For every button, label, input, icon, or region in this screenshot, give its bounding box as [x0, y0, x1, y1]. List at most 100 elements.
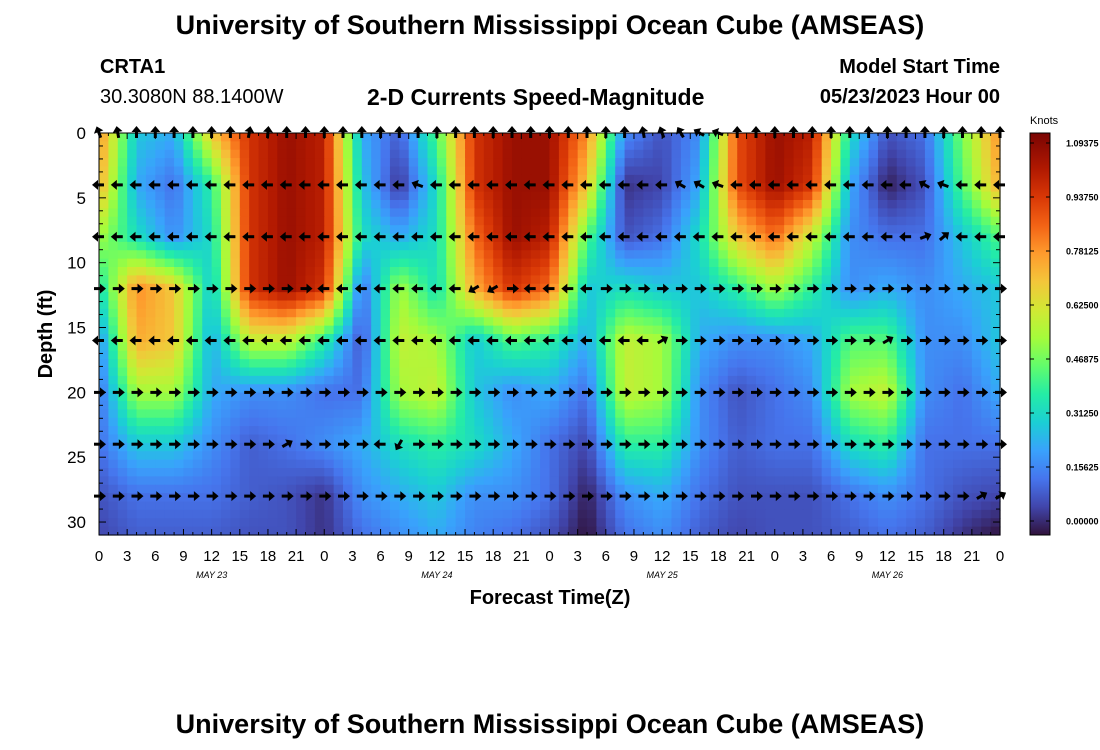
- heatmap-cell: [718, 459, 729, 469]
- heatmap-cell: [521, 468, 532, 477]
- heatmap-cell: [108, 141, 119, 151]
- heatmap-cell: [267, 451, 278, 461]
- current-vector: [919, 335, 932, 346]
- heatmap-cell: [389, 367, 400, 377]
- heatmap-cell: [718, 434, 729, 444]
- heatmap-cell: [408, 267, 419, 276]
- heatmap-cell: [117, 442, 128, 452]
- heatmap-cell: [427, 392, 438, 402]
- heatmap-cell: [877, 174, 888, 184]
- current-vector: [150, 439, 163, 450]
- heatmap-cell: [371, 325, 382, 335]
- heatmap-cell: [981, 401, 992, 410]
- heatmap-cell: [511, 417, 522, 427]
- heatmap-cell: [643, 292, 654, 302]
- heatmap-cell: [277, 476, 288, 486]
- heatmap-cell: [343, 174, 354, 184]
- station-coordinates: 30.3080N 88.1400W: [100, 86, 284, 108]
- heatmap-cell: [859, 459, 870, 469]
- heatmap-cell: [361, 292, 372, 302]
- heatmap-cell: [511, 174, 522, 184]
- heatmap-cell: [399, 141, 410, 151]
- heatmap-cell: [812, 158, 823, 168]
- heatmap-cell: [990, 267, 1001, 276]
- heatmap-cell: [361, 325, 372, 335]
- heatmap-cell: [943, 526, 954, 536]
- heatmap-cell: [718, 401, 729, 410]
- heatmap-cell: [446, 342, 457, 352]
- heatmap-cell: [493, 442, 504, 452]
- heatmap-cell: [652, 258, 663, 268]
- heatmap-cell: [690, 334, 701, 343]
- heatmap-cell: [558, 141, 569, 151]
- heatmap-cell: [568, 200, 579, 209]
- current-vector: [788, 439, 801, 450]
- heatmap-cell: [774, 334, 785, 343]
- heatmap-cell: [221, 308, 231, 318]
- heatmap-cell: [746, 166, 757, 176]
- heatmap-cell: [305, 476, 316, 486]
- heatmap-cell: [849, 225, 860, 235]
- heatmap-cell: [389, 350, 400, 360]
- heatmap-cell: [239, 258, 250, 268]
- heatmap-cell: [530, 308, 541, 318]
- heatmap-cell: [408, 459, 419, 469]
- heatmap-cell: [465, 191, 476, 201]
- heatmap-cell: [136, 442, 147, 452]
- heatmap-cell: [511, 334, 522, 343]
- heatmap-cell: [812, 459, 823, 469]
- heatmap-cell: [99, 468, 109, 477]
- heatmap-cell: [418, 375, 429, 385]
- heatmap-cell: [127, 359, 138, 369]
- heatmap-cell: [605, 359, 616, 369]
- heatmap-cell: [990, 434, 1001, 444]
- heatmap-cell: [577, 426, 588, 436]
- heatmap-cell: [465, 308, 476, 318]
- heatmap-cell: [174, 200, 185, 209]
- heatmap-cell: [887, 191, 898, 201]
- heatmap-cell: [934, 451, 945, 461]
- current-vector: [281, 439, 293, 449]
- heatmap-cell: [981, 409, 992, 419]
- heatmap-cell: [558, 476, 569, 486]
- heatmap-cell: [549, 442, 560, 452]
- heatmap-cell: [971, 384, 982, 394]
- heatmap-cell: [849, 166, 860, 176]
- heatmap-cell: [258, 325, 269, 335]
- heatmap-cell: [502, 509, 513, 519]
- heatmap-cell: [333, 300, 344, 310]
- heatmap-cell: [699, 518, 710, 528]
- heatmap-cell: [258, 501, 269, 511]
- heatmap-cell: [192, 468, 203, 477]
- heatmap-cell: [887, 501, 898, 511]
- heatmap-cell: [314, 384, 325, 394]
- heatmap-cell: [221, 241, 231, 251]
- heatmap-cell: [868, 174, 879, 184]
- heatmap-cell: [99, 275, 109, 285]
- heatmap-cell: [699, 308, 710, 318]
- heatmap-cell: [906, 442, 917, 452]
- heatmap-cell: [174, 375, 185, 385]
- heatmap-cell: [305, 384, 316, 394]
- heatmap-cell: [718, 317, 729, 327]
- heatmap-cell: [540, 166, 551, 176]
- heatmap-cell: [314, 451, 325, 461]
- heatmap-cell: [943, 459, 954, 469]
- heatmap-cell: [211, 350, 222, 360]
- heatmap-cell: [530, 401, 541, 410]
- heatmap-cell: [615, 359, 626, 369]
- heatmap-cell: [568, 359, 579, 369]
- heatmap-cell: [558, 518, 569, 528]
- heatmap-cell: [483, 359, 494, 369]
- current-vector: [431, 491, 444, 502]
- heatmap-cell: [136, 166, 147, 176]
- heatmap-cell: [755, 267, 766, 276]
- heatmap-cell: [511, 384, 522, 394]
- heatmap-cell: [671, 292, 682, 302]
- heatmap-cell: [239, 417, 250, 427]
- heatmap-cell: [680, 468, 691, 477]
- heatmap-cell: [136, 191, 147, 201]
- heatmap-cell: [953, 166, 964, 176]
- heatmap-cell: [324, 183, 335, 193]
- heatmap-cell: [990, 342, 1001, 352]
